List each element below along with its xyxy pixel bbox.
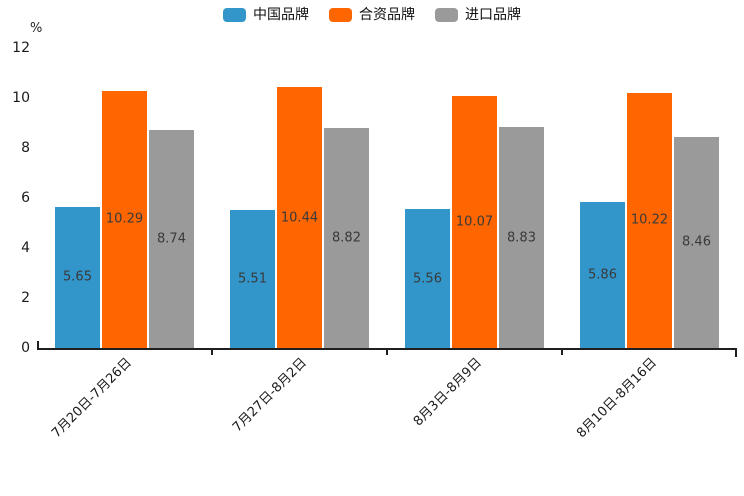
y-tick-label: 12 [12,40,30,56]
plot-area: 5.65 10.29 8.74 5.51 10.44 8.82 5.56 10.07 8.83 5… [37,48,737,350]
bar-value-label: 10.22 [630,212,669,228]
bar-group: 5.86 10.22 8.46 [562,48,737,348]
bar-value-label: 5.65 [63,269,92,285]
legend-item-1: 中国品牌 [223,8,309,22]
bar-value-label: 10.29 [105,211,144,227]
legend-swatch-icon [435,8,458,22]
y-tick-label: 0 [21,340,30,356]
bar-group: 5.51 10.44 8.82 [212,48,387,348]
bar-进口品牌: 8.83 [499,127,544,348]
bar-groups: 5.65 10.29 8.74 5.51 10.44 8.82 5.56 10.07 8.83 5… [37,48,737,348]
bar-合资品牌: 10.07 [452,96,497,348]
bar-value-label: 8.46 [682,234,711,250]
bar-value-label: 5.86 [588,267,617,283]
bar-进口品牌: 8.74 [149,129,194,348]
x-axis-tick [561,350,563,355]
bar-合资品牌: 10.22 [627,92,672,348]
legend-swatch-icon [329,8,352,22]
x-axis-tick [386,350,388,355]
bar-value-label: 5.51 [238,271,267,287]
legend-item-2: 合资品牌 [329,8,415,22]
y-tick-label: 6 [21,190,30,206]
y-axis-unit-label: % [30,21,43,36]
bar-合资品牌: 10.29 [102,90,147,348]
bar-进口品牌: 8.82 [324,127,369,348]
x-category-label: 7月20日-7月26日 [48,355,135,442]
bar-进口品牌: 8.46 [674,136,719,348]
bar-中国品牌: 5.65 [55,206,100,348]
x-category-label: 8月3日-8月9日 [410,355,485,430]
y-tick-label: 10 [12,90,30,106]
chart-legend: 中国品牌 合资品牌 进口品牌 [0,8,744,22]
x-axis-tick [735,350,737,357]
bar-value-label: 10.07 [455,214,494,230]
x-axis-tick [211,350,213,355]
bar-中国品牌: 5.56 [405,209,450,348]
bar-group: 5.56 10.07 8.83 [387,48,562,348]
x-category-label: 8月10日-8月16日 [573,355,660,442]
bar-group: 5.65 10.29 8.74 [37,48,212,348]
y-tick-label: 2 [21,290,30,306]
y-axis-stub [37,341,39,348]
bar-value-label: 8.74 [157,231,186,247]
bar-value-label: 8.83 [507,230,536,246]
legend-item-label: 合资品牌 [359,7,415,23]
legend-item-label: 进口品牌 [465,7,521,23]
legend-item-label: 中国品牌 [253,7,309,23]
bar-value-label: 5.56 [413,271,442,286]
legend-item-3: 进口品牌 [435,8,521,22]
bar-value-label: 10.44 [280,210,319,225]
x-category-label: 7月27日-8月2日 [229,355,310,436]
y-tick-label: 8 [21,140,30,156]
bar-中国品牌: 5.86 [580,201,625,348]
bar-value-label: 8.82 [332,230,361,246]
legend-swatch-icon [223,8,246,22]
bar-中国品牌: 5.51 [230,210,275,348]
y-tick-label: 4 [21,240,30,256]
bar-合资品牌: 10.44 [277,87,322,348]
